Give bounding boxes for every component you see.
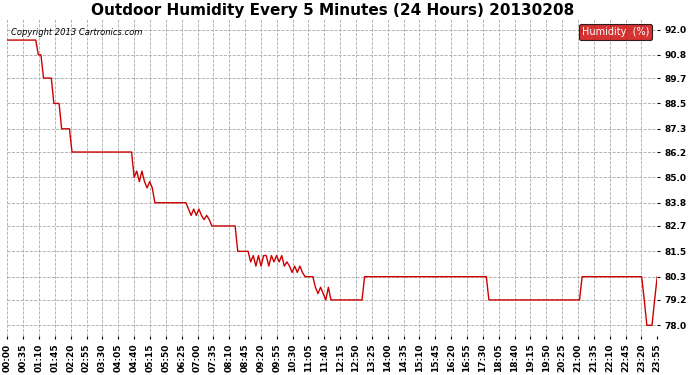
Title: Outdoor Humidity Every 5 Minutes (24 Hours) 20130208: Outdoor Humidity Every 5 Minutes (24 Hou… (90, 3, 574, 18)
Legend: Humidity  (%): Humidity (%) (579, 24, 652, 40)
Text: Copyright 2013 Cartronics.com: Copyright 2013 Cartronics.com (10, 28, 142, 38)
